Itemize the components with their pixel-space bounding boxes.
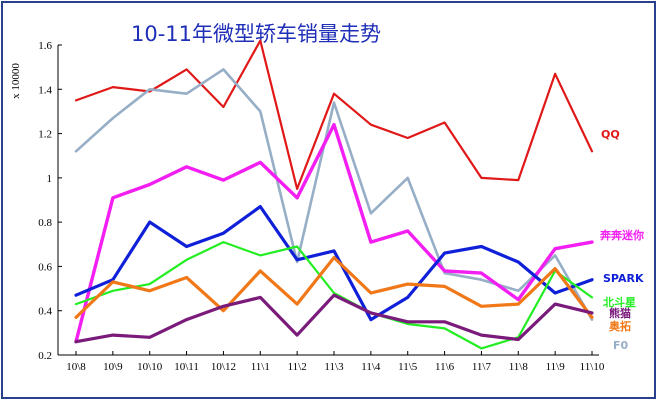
y-tick-label: 1.2 bbox=[38, 129, 52, 141]
series-line-5 bbox=[74, 256, 594, 319]
y-tick-label: 1 bbox=[47, 173, 53, 185]
y-tick-label: 0.6 bbox=[38, 261, 52, 273]
series-label-0: QQ bbox=[601, 128, 620, 141]
series-line-0 bbox=[74, 39, 594, 190]
x-tick-label: 11\9 bbox=[546, 361, 566, 373]
y-tick-label: 1.6 bbox=[38, 40, 52, 52]
x-tick-label: 10\9 bbox=[103, 361, 123, 373]
x-tick-group: 10\8 10\9 10\10 10\11 10\12 11\1 11\2 11\3 11\4 1… bbox=[66, 351, 605, 373]
series-label-6: 熊猫 bbox=[609, 306, 631, 320]
series-label-4: 北斗星 bbox=[603, 295, 636, 309]
series-label-1: F0 bbox=[613, 339, 629, 352]
series-label-5: 奥拓 bbox=[608, 319, 631, 333]
x-tick-label: 10\8 bbox=[66, 361, 86, 373]
x-tick-label: 11\7 bbox=[472, 361, 492, 373]
y-tick-group: 0.2 0.4 0.6 0.8 1 1.2 1.4 1.6 bbox=[38, 40, 62, 362]
series-line-1 bbox=[74, 68, 594, 321]
y-tick-label: 0.2 bbox=[38, 350, 52, 362]
x-tick-label: 11\5 bbox=[398, 361, 418, 373]
series-line-6 bbox=[74, 293, 594, 344]
x-tick-label: 10\11 bbox=[174, 361, 199, 373]
x-tick-label: 11\1 bbox=[251, 361, 270, 373]
y-tick-label: 0.8 bbox=[38, 217, 52, 229]
x-tick-label: 11\8 bbox=[509, 361, 529, 373]
series-line-4 bbox=[74, 241, 594, 350]
series-label-2: 奔奔迷你 bbox=[599, 228, 644, 242]
x-tick-label: 11\2 bbox=[288, 361, 307, 373]
sales-line-chart: 10-11年微型轿车销量走势 x 10000 0.2 0.4 0.6 0.8 1 1.2 1… bbox=[10, 22, 644, 373]
y-tick-label: 1.4 bbox=[38, 84, 52, 96]
series-lines-group bbox=[74, 39, 594, 350]
x-tick-label: 10\10 bbox=[137, 361, 163, 373]
x-tick-label: 11\3 bbox=[324, 361, 344, 373]
x-tick-label: 11\4 bbox=[361, 361, 381, 373]
x-tick-label: 11\6 bbox=[435, 361, 455, 373]
y-tick-label: 0.4 bbox=[38, 306, 52, 318]
x-tick-label: 11\10 bbox=[580, 361, 605, 373]
series-label-3: SPARK bbox=[603, 272, 644, 285]
y-axis-label: x 10000 bbox=[10, 63, 22, 99]
x-tick-label: 10\12 bbox=[211, 361, 236, 373]
series-line-2 bbox=[74, 122, 594, 344]
series-line-3 bbox=[74, 205, 594, 322]
chart-title: 10-11年微型轿车销量走势 bbox=[131, 22, 381, 46]
